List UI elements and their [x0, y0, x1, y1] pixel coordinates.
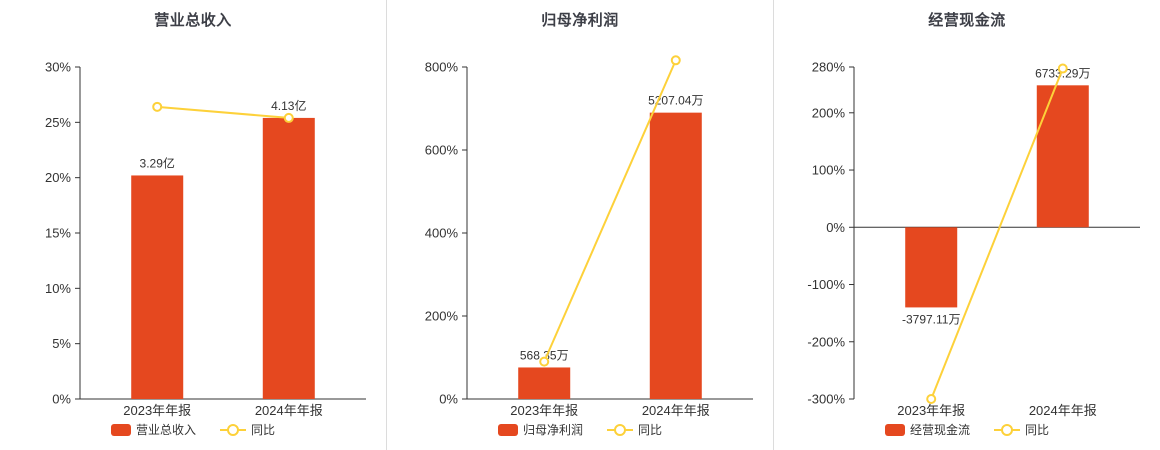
- svg-text:-200%: -200%: [807, 334, 845, 349]
- revenue-chart-canvas[interactable]: 0% 5% 10% 15% 20% 25% 30% 3.29亿 4.13亿 2023年年报 2024…: [0, 31, 386, 425]
- net-profit-chart-legend: 归母净利润 同比: [387, 421, 773, 438]
- svg-text:600%: 600%: [425, 143, 459, 158]
- chart-panel-revenue: 营业总收入 0% 5% 10% 15% 20% 25% 30% 3.29亿 4.13亿 2023年…: [0, 0, 386, 450]
- line-swatch-icon: [220, 423, 246, 436]
- svg-text:100%: 100%: [812, 163, 846, 178]
- svg-text:0%: 0%: [439, 392, 458, 407]
- net-profit-chart-title: 归母净利润: [541, 12, 619, 29]
- svg-text:15%: 15%: [45, 226, 71, 241]
- bar-swatch-icon: [884, 423, 905, 436]
- legend-label-yoy: 同比: [1025, 423, 1050, 437]
- bar-swatch-icon: [497, 423, 518, 436]
- svg-text:2023年年报: 2023年年报: [510, 403, 578, 418]
- legend-item-cash-flow-yoy[interactable]: 同比: [994, 421, 1049, 438]
- net-profit-chart-canvas[interactable]: 0% 200% 400% 600% 800% 568.35万 5207.04万 2023年年报…: [387, 31, 773, 425]
- svg-text:280%: 280%: [812, 60, 846, 75]
- svg-text:3.29亿: 3.29亿: [140, 155, 175, 170]
- legend-item-revenue-bar[interactable]: 营业总收入: [110, 421, 196, 438]
- bar-swatch-icon: [110, 423, 131, 436]
- line-swatch-icon: [994, 423, 1020, 436]
- legend-label-cash-flow: 经营现金流: [909, 423, 970, 437]
- svg-text:5207.04万: 5207.04万: [648, 94, 703, 108]
- svg-text:400%: 400%: [425, 226, 459, 241]
- legend-label-yoy: 同比: [638, 423, 663, 437]
- svg-text:5%: 5%: [52, 336, 71, 351]
- svg-text:2023年年报: 2023年年报: [897, 403, 965, 418]
- svg-text:-3797.11万: -3797.11万: [902, 312, 960, 326]
- svg-text:0%: 0%: [826, 220, 845, 235]
- legend-item-cash-flow-bar[interactable]: 经营现金流: [884, 421, 970, 438]
- svg-text:25%: 25%: [45, 115, 71, 130]
- cash-flow-chart-canvas[interactable]: -300%-200%-100%0%100%200%280%-3797.11万67…: [774, 31, 1160, 425]
- svg-text:568.35万: 568.35万: [520, 348, 569, 362]
- revenue-chart-title: 营业总收入: [154, 12, 232, 29]
- svg-text:0%: 0%: [52, 392, 71, 407]
- svg-text:200%: 200%: [425, 309, 459, 324]
- svg-text:-100%: -100%: [807, 277, 845, 292]
- legend-label-net-profit: 归母净利润: [522, 423, 583, 437]
- legend-item-net-profit-yoy[interactable]: 同比: [607, 421, 662, 438]
- cash-flow-chart-title: 经营现金流: [928, 12, 1006, 29]
- svg-text:2023年年报: 2023年年报: [123, 403, 191, 418]
- legend-label-revenue: 营业总收入: [135, 423, 196, 437]
- svg-text:-300%: -300%: [807, 392, 845, 407]
- svg-text:800%: 800%: [425, 60, 459, 75]
- legend-item-revenue-yoy[interactable]: 同比: [220, 421, 275, 438]
- revenue-chart-legend: 营业总收入 同比: [0, 421, 386, 438]
- legend-item-net-profit-bar[interactable]: 归母净利润: [497, 421, 583, 438]
- chart-panel-net-profit: 归母净利润 0% 200% 400% 600% 800% 568.35万 5207.04万 2…: [386, 0, 773, 450]
- cash-flow-chart-legend: 经营现金流 同比: [774, 421, 1160, 438]
- svg-text:2024年年报: 2024年年报: [1029, 403, 1097, 418]
- svg-text:2024年年报: 2024年年报: [255, 403, 323, 418]
- svg-text:2024年年报: 2024年年报: [642, 403, 710, 418]
- line-swatch-icon: [607, 423, 633, 436]
- svg-text:200%: 200%: [812, 105, 846, 120]
- svg-text:30%: 30%: [45, 60, 71, 75]
- svg-text:20%: 20%: [45, 170, 71, 185]
- legend-label-yoy: 同比: [251, 423, 276, 437]
- svg-text:10%: 10%: [45, 281, 71, 296]
- chart-panel-cash-flow: 经营现金流 -300% -200% -100% 0% 100% 200% 280% -3797…: [773, 0, 1160, 450]
- svg-text:4.13亿: 4.13亿: [271, 98, 306, 113]
